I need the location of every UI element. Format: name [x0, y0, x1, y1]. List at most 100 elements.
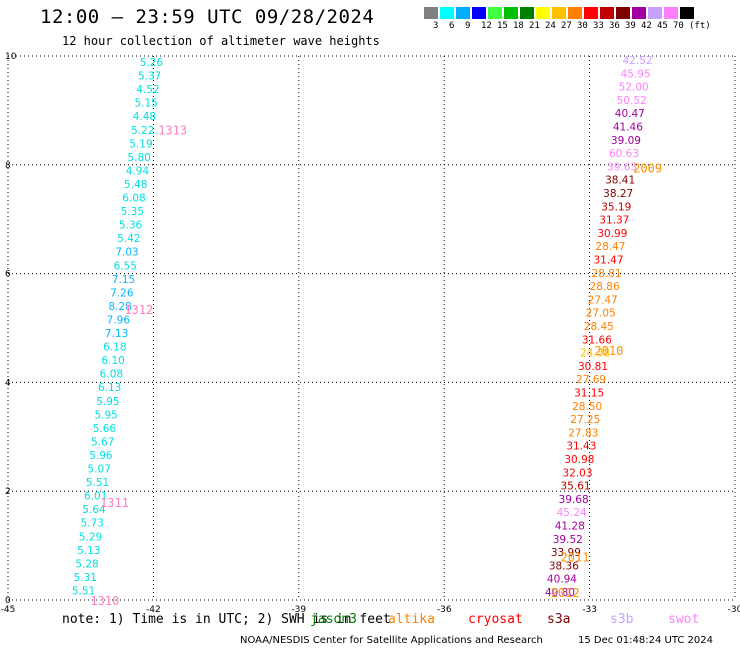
wave-height-value: 5.80 — [128, 152, 151, 164]
wave-height-value: 7.15 — [112, 274, 135, 286]
wave-height-value: 7.96 — [107, 314, 131, 326]
wave-height-value: 28.50 — [572, 401, 602, 413]
wave-height-value: 5.28 — [75, 558, 98, 570]
color-swatch — [615, 6, 631, 20]
wave-height-value: 5.07 — [88, 464, 111, 476]
color-scale-tick: 9 — [465, 21, 471, 31]
color-scale — [423, 6, 695, 20]
color-swatch — [535, 6, 551, 20]
color-scale-tick: 70 — [673, 21, 684, 31]
wave-height-value: 31.43 — [566, 441, 596, 453]
wave-height-value: 28.86 — [590, 281, 620, 293]
wave-height-value: 40.47 — [615, 108, 645, 120]
color-scale-tick: 30 — [577, 21, 588, 31]
wave-height-value: 5.66 — [93, 423, 117, 435]
color-swatch — [471, 6, 487, 20]
y-tick-label: 6 — [5, 270, 11, 280]
wave-height-value: 7.13 — [105, 328, 128, 340]
credit-text: NOAA/NESDIS Center for Satellite Applica… — [240, 635, 543, 646]
color-swatch — [423, 6, 439, 20]
wave-height-value: 5.36 — [119, 220, 143, 232]
pass-id-label: 2012 — [551, 586, 580, 600]
wave-height-value: 28.45 — [584, 321, 614, 333]
footer-note: note: 1) Time is in UTC; 2) SWH is in fe… — [62, 612, 391, 627]
wave-height-value: 5.29 — [79, 531, 102, 543]
wave-height-value: 30.98 — [564, 454, 594, 466]
wave-height-value: 38.41 — [605, 175, 635, 187]
color-scale-tick: (ft) — [689, 21, 711, 31]
wave-height-value: 30.99 — [597, 228, 627, 240]
x-tick-label: -39 — [291, 605, 306, 615]
map-subtitle: 12 hour collection of altimeter wave hei… — [62, 34, 380, 48]
wave-height-value: 5.26 — [140, 57, 164, 69]
wave-height-value: 5.67 — [91, 436, 114, 448]
wave-height-value: 6.13 — [98, 382, 121, 394]
wave-height-value: 5.35 — [121, 206, 144, 218]
wave-height-value: 5.51 — [86, 477, 109, 489]
wave-height-value: 39.63 — [607, 161, 637, 173]
x-tick-label: -42 — [146, 605, 161, 615]
wave-height-value: 27.25 — [570, 414, 600, 426]
y-tick-label: 8 — [5, 161, 11, 171]
satellite-legend-item: s3b — [610, 612, 634, 627]
generated-timestamp: 15 Dec 01:48:24 UTC 2024 — [578, 635, 713, 646]
satellite-legend-item: cryosat — [468, 612, 523, 627]
wave-height-value: 38.27 — [603, 188, 633, 200]
pass-id-label: 2011 — [561, 550, 590, 564]
color-scale-tick: 3 — [433, 21, 439, 31]
wave-height-value: 41.46 — [613, 122, 643, 134]
wave-height-value: 45.95 — [621, 68, 651, 80]
wave-height-value: 31.37 — [599, 215, 629, 227]
wave-height-value: 5.19 — [129, 138, 152, 150]
wave-height-value: 35.61 — [561, 481, 591, 493]
wave-height-value: 28.47 — [595, 241, 625, 253]
wave-height-value: 27.69 — [576, 374, 606, 386]
wave-height-value: 32.03 — [562, 467, 592, 479]
wave-height-value: 28.81 — [592, 268, 622, 280]
color-swatch — [663, 6, 679, 20]
color-scale-tick: 12 — [481, 21, 492, 31]
wave-height-value: 5.95 — [96, 396, 119, 408]
color-scale-tick: 27 — [561, 21, 572, 31]
wave-height-value: 5.31 — [74, 572, 97, 584]
wave-height-value: 5.96 — [89, 450, 113, 462]
satellite-legend-item: swot — [668, 612, 700, 627]
pass-id-label: 1313 — [158, 123, 187, 137]
satellite-legend-item: jason3 — [310, 612, 357, 627]
wave-height-value: 31.15 — [574, 388, 604, 400]
wave-height-value: 6.18 — [103, 342, 126, 354]
color-scale-tick: 45 — [657, 21, 668, 31]
pass-id-label: 1310 — [90, 594, 119, 608]
color-scale-tick: 6 — [449, 21, 455, 31]
wave-height-value: 5.51 — [72, 585, 95, 597]
wave-height-value: 5.73 — [81, 518, 104, 530]
y-tick-label: 4 — [5, 378, 11, 388]
color-scale-tick: 21 — [529, 21, 540, 31]
wave-height-value: 5.13 — [77, 545, 100, 557]
wave-height-value: 27.83 — [568, 427, 598, 439]
map-title: 12:00 – 23:59 UTC 09/28/2024 — [40, 6, 375, 28]
color-swatch — [567, 6, 583, 20]
color-scale-tick: 36 — [609, 21, 620, 31]
wave-height-value: 5.22 — [131, 125, 154, 137]
wave-height-value: 7.03 — [115, 247, 138, 259]
color-scale-tick: 24 — [545, 21, 556, 31]
wave-height-value: 31.66 — [582, 334, 612, 346]
wave-height-value: 6.08 — [122, 193, 145, 205]
wave-height-value: 40.94 — [547, 574, 577, 586]
color-swatch — [647, 6, 663, 20]
wave-height-value: 6.10 — [101, 355, 124, 367]
wave-height-value: 4.94 — [126, 165, 150, 177]
x-tick-label: -33 — [582, 605, 597, 615]
wave-height-value: 35.19 — [601, 201, 631, 213]
color-swatch — [679, 6, 695, 20]
color-swatch — [599, 6, 615, 20]
satellite-legend-item: altika — [388, 612, 435, 627]
wave-height-value: 42.52 — [623, 55, 653, 67]
x-tick-label: -30 — [728, 605, 740, 615]
wave-height-value: 30.81 — [578, 361, 608, 373]
color-scale-tick: 39 — [625, 21, 636, 31]
pass-id-label: 1312 — [124, 303, 153, 317]
wave-height-value: 31.47 — [593, 255, 623, 267]
wave-height-value: 60.63 — [609, 148, 639, 160]
